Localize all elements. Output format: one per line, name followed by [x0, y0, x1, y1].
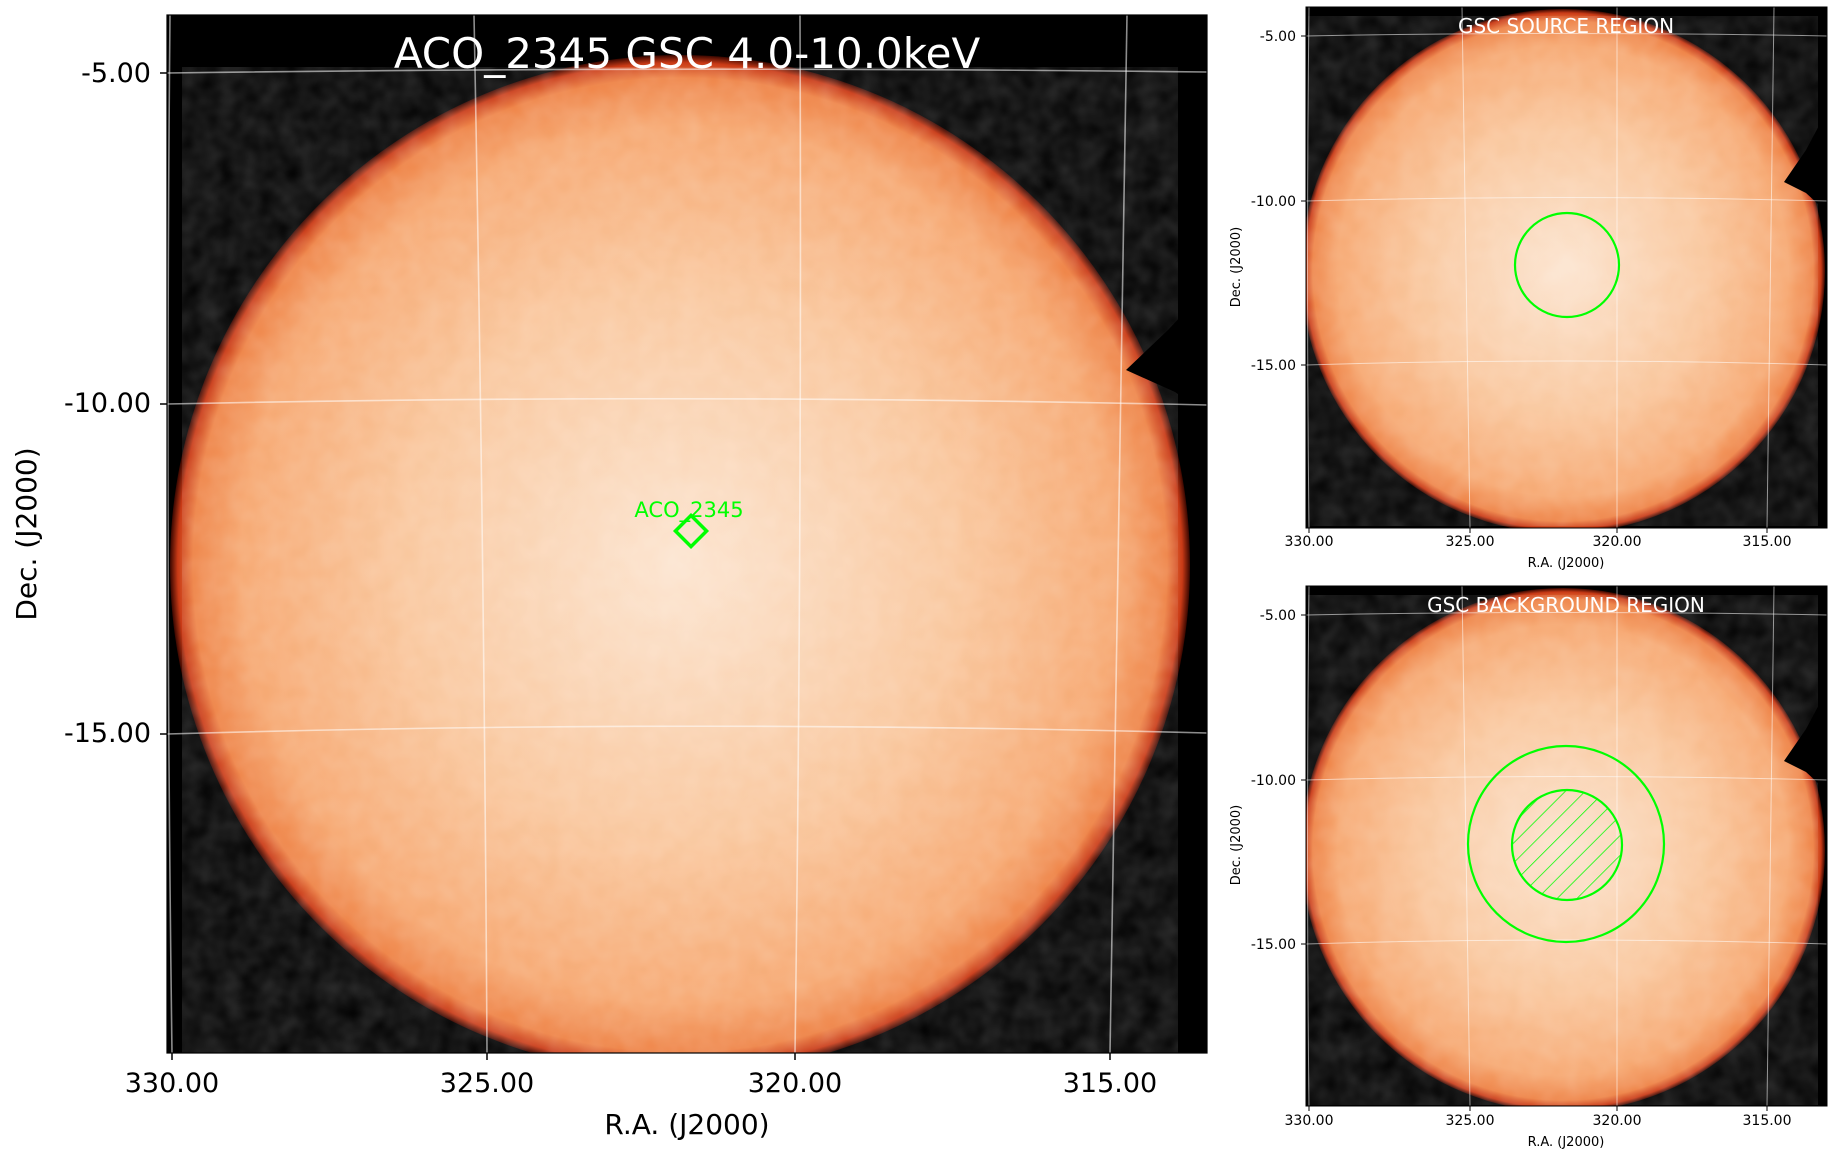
- background-x-tick-label: 325.00: [1446, 1113, 1495, 1129]
- background-region-panel: GSC BACKGROUND REGION: [1306, 586, 1827, 1106]
- main-x-tick-label: 325.00: [440, 1068, 534, 1099]
- background-region-outer-circle: [1466, 744, 1666, 944]
- source-x-tick-label: 330.00: [1285, 534, 1334, 550]
- background-x-tick-label: 315.00: [1743, 1113, 1792, 1129]
- main-panel-grid: [167, 15, 1207, 1053]
- background-y-tick-label: -10.00: [1251, 773, 1296, 789]
- source-y-tick-label: -10.00: [1251, 194, 1296, 210]
- source-y-tick-label: -5.00: [1260, 29, 1296, 45]
- source-panel-title: GSC SOURCE REGION: [1458, 14, 1674, 38]
- main-x-axis-label: R.A. (J2000): [604, 1108, 769, 1141]
- source-y-axis-label: Dec. (J2000): [1229, 227, 1244, 307]
- source-x-tick-label: 315.00: [1743, 534, 1792, 550]
- main-y-tick-label: -5.00: [81, 58, 151, 89]
- source-panel-noise-overlay: [1308, 16, 1818, 526]
- main-panel-noise-overlay: [182, 67, 1178, 1053]
- main-x-tick-label: 320.00: [748, 1068, 842, 1099]
- background-panel-title: GSC BACKGROUND REGION: [1427, 593, 1705, 617]
- source-panel-frame: [1305, 6, 1828, 529]
- main-panel-frame: [166, 14, 1208, 1054]
- background-panel-frame: [1305, 585, 1828, 1107]
- background-y-tick-label: -5.00: [1260, 608, 1296, 624]
- main-x-tick-label: 330.00: [125, 1068, 219, 1099]
- source-x-axis-label: R.A. (J2000): [1528, 556, 1605, 571]
- source-region-panel: GSC SOURCE REGION: [1306, 7, 1827, 528]
- background-y-axis-label: Dec. (J2000): [1229, 805, 1244, 885]
- source-region-circle: [1513, 211, 1621, 319]
- main-y-axis-label: Dec. (J2000): [10, 447, 43, 620]
- main-panel: ACO_2345 ACO_2345 GSC 4.0-10.0keV: [167, 15, 1207, 1053]
- source-marker-label: ACO_2345: [634, 498, 743, 523]
- source-x-tick-label: 320.00: [1593, 534, 1642, 550]
- background-x-tick-label: 330.00: [1285, 1113, 1334, 1129]
- source-y-tick-label: -15.00: [1251, 358, 1296, 374]
- background-x-tick-label: 320.00: [1593, 1113, 1642, 1129]
- background-y-tick-label: -15.00: [1251, 937, 1296, 953]
- source-marker-diamond: [672, 512, 710, 550]
- excluded-region-hatched-circle: [1510, 788, 1624, 902]
- main-x-tick-label: 315.00: [1063, 1068, 1157, 1099]
- source-panel-ticks: [1301, 35, 1768, 533]
- background-panel-ticks: [1301, 614, 1768, 1111]
- source-x-tick-label: 325.00: [1446, 534, 1495, 550]
- main-panel-ticks: [160, 72, 1111, 1060]
- main-panel-title: ACO_2345 GSC 4.0-10.0keV: [394, 29, 981, 78]
- background-x-axis-label: R.A. (J2000): [1528, 1135, 1605, 1150]
- source-panel-grid: [1306, 7, 1827, 528]
- main-y-tick-label: -15.00: [64, 718, 151, 749]
- main-y-tick-label: -10.00: [64, 388, 151, 419]
